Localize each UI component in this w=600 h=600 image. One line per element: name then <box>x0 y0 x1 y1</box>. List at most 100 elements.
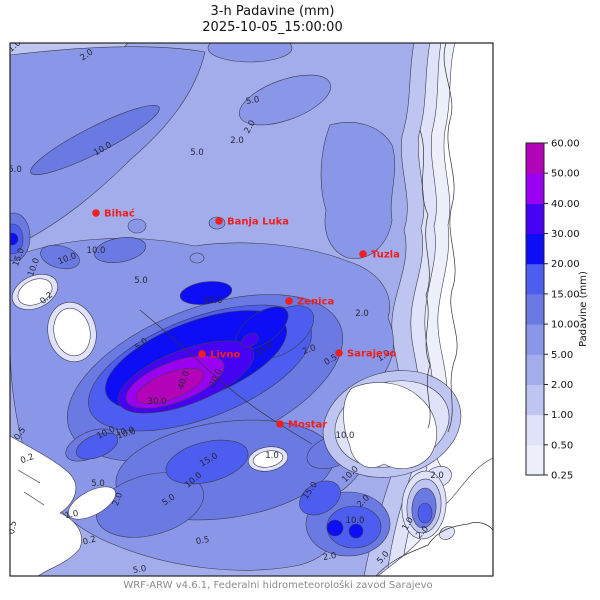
map-frame <box>9 42 494 577</box>
coastline-island-b <box>23 491 45 506</box>
contour-label-5.0: 5.0 <box>132 564 147 576</box>
precip-fill-5mm-topcenter <box>239 74 331 126</box>
precip-fill-5mm-topedge <box>207 43 293 63</box>
precip-fill-10mm-nw-streak <box>30 105 160 175</box>
precip-fill-20mm-dot-b <box>348 523 364 539</box>
contour-label-0.5: 0.5 <box>7 520 19 535</box>
colorbar-segment-50.00 <box>526 143 544 174</box>
contour-label-10.0: 10.0 <box>87 246 106 256</box>
figure-title-block: 3-h Padavine (mm) 2025-10-05_15:00:00 <box>0 4 545 36</box>
colorbar-tick-label: 30.00 <box>551 229 580 240</box>
precip-fill-10mm-southwest <box>96 472 204 538</box>
dry-pocket-west-b <box>53 307 91 357</box>
contour-label-1.0: 1.0 <box>64 509 79 521</box>
city-marker-mostar <box>276 420 284 428</box>
geo-borders <box>17 43 493 576</box>
coastline-bottom-right <box>375 522 493 576</box>
colorbar-axis-label: Padavine (mm) <box>578 271 589 347</box>
colorbar-segment-15.00 <box>526 263 544 295</box>
precip-fill-20mm-leftedge <box>10 232 19 246</box>
contour-label-0.5: 0.5 <box>195 535 210 547</box>
city-marker-zenica <box>285 297 293 305</box>
colorbar-frame <box>525 142 545 476</box>
colorbar-segment-20.00 <box>526 233 544 265</box>
contour-label-2.0: 2.0 <box>355 309 369 319</box>
dry-area-se-sarajevo <box>343 382 437 469</box>
contour-label-5.0: 5.0 <box>134 276 148 286</box>
precip-fill-15mm-south-a <box>165 439 249 485</box>
border-line-east-inner <box>419 129 431 429</box>
city-label-sarajevo: Sarajevo <box>347 349 396 360</box>
precip-fill-10mm-bihac-a <box>94 237 146 263</box>
colorbar-tick-label: 10.00 <box>551 320 580 331</box>
precip-fill-15mm-coast <box>75 432 119 460</box>
colorbar-segment-0.50 <box>526 414 544 446</box>
contour-label-2.0: 2.0 <box>430 471 444 481</box>
colorbar-tick-label: 5.00 <box>551 350 573 361</box>
precip-fill-15mm-br <box>417 502 433 524</box>
colorbar-segment-30.00 <box>526 203 544 235</box>
city-label-livno: Livno <box>210 350 240 361</box>
figure-title: 3-h Padavine (mm) <box>210 4 335 19</box>
precip-fill-20mm-dot-a <box>326 519 344 537</box>
contour-label-10.0: 10.0 <box>346 516 365 526</box>
city-marker-bihać <box>92 209 100 217</box>
precip-fill-50mm-core <box>135 367 205 405</box>
contour-label-1.0: 1.0 <box>265 451 279 461</box>
city-label-tuzla: Tuzla <box>371 250 400 261</box>
city-marker-tuzla <box>359 250 367 258</box>
precip-fill-20mm-north-bump <box>179 281 233 305</box>
city-marker-livno <box>198 350 206 358</box>
dry-pocket-coast <box>68 486 116 520</box>
contour-label-10.0: 10.0 <box>116 427 137 442</box>
sea-area-adriatic <box>10 435 82 576</box>
contour-label-10.0: 10.0 <box>114 425 134 438</box>
colorbar-segment-1.00 <box>526 384 544 416</box>
colorbar-tick-label: 40.00 <box>551 199 580 210</box>
contour-label-5.0: 5.0 <box>245 95 260 107</box>
precip-fill-0.5mm-br-c <box>439 526 455 540</box>
contour-label-20.0: 20.0 <box>204 296 223 306</box>
dry-pocket-west-a <box>17 278 53 306</box>
colorbar-segment-40.00 <box>526 173 544 204</box>
colorbar-segment-5.00 <box>526 324 544 355</box>
colorbar-segment-2.00 <box>526 354 544 385</box>
city-marker-sarajevo <box>335 349 343 357</box>
city-markers-layer: Bihać Banja Luka Tuzla Zenica Livno Sarajevo M… <box>92 208 400 431</box>
contour-label-2.0: 2.0 <box>301 343 317 357</box>
border-line-dinara <box>139 309 313 445</box>
precip-fill-10mm-bihac-b <box>40 244 80 270</box>
precip-fill-30mm-small <box>241 332 259 348</box>
contour-label-2.0: 2.0 <box>322 551 337 563</box>
coastline-island-a <box>17 469 41 484</box>
colorbar-tick-label: 0.50 <box>551 440 573 451</box>
colorbar-segment-0.25 <box>526 444 544 476</box>
precip-fill-5mm-ne <box>320 122 396 259</box>
contour-label-2.0: 2.0 <box>111 491 125 507</box>
contour-label-5.0: 5.0 <box>190 148 204 158</box>
contour-label-0.2: 0.2 <box>19 452 35 466</box>
city-label-zenica: Zenica <box>297 297 334 308</box>
colorbar-tick-label: 15.00 <box>551 289 580 300</box>
city-label-banja-luka: Banja Luka <box>227 217 289 228</box>
border-line-east <box>443 43 458 433</box>
colorbar-tick-label: 2.00 <box>551 380 573 391</box>
contour-label-2.0: 2.0 <box>230 136 244 146</box>
contour-label-5.0: 5.0 <box>91 479 105 489</box>
precip-fill-15mm-south-b <box>299 480 341 516</box>
contour-label-1.0: 1.0 <box>6 38 23 54</box>
precip-fill-5mm-blob-b <box>189 252 205 264</box>
colorbar-tick-label: 20.00 <box>551 259 580 270</box>
colorbar-segment-10.00 <box>526 293 544 325</box>
city-label-bihać: Bihać <box>104 208 135 220</box>
precip-fill-5mm-blob-c <box>127 218 147 234</box>
figure-subtitle-timestamp: 2025-10-05_15:00:00 <box>202 20 343 35</box>
colorbar: 0.25 0.50 1.00 2.00 5.00 10.00 15.00 20.00 30.00… <box>526 139 580 482</box>
dry-pocket-mostar <box>252 450 284 468</box>
colorbar-tick-label: 50.00 <box>551 169 580 180</box>
colorbar-tick-label: 60.00 <box>551 139 580 150</box>
map-panel: 1.02.010.05.05.02.02.05.010.010.05.015.0… <box>6 38 493 576</box>
contour-label-5.0: 5.0 <box>8 165 22 175</box>
